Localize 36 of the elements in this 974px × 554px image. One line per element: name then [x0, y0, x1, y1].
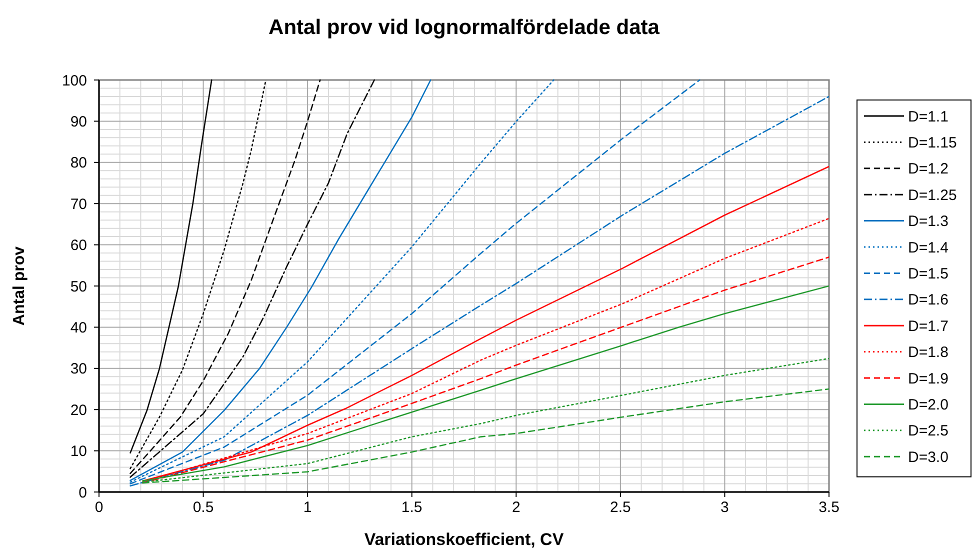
y-tick-label: 90: [70, 113, 87, 130]
x-tick-label: 1.5: [401, 499, 422, 516]
legend-label: D=2.0: [908, 396, 948, 414]
legend-label: D=1.8: [908, 344, 948, 362]
y-tick-label: 60: [70, 237, 87, 254]
x-tick-label: 1: [303, 499, 312, 516]
legend-label: D=1.2: [908, 160, 948, 178]
legend-label: D=1.9: [908, 370, 948, 388]
y-tick-label: 40: [70, 319, 87, 336]
x-tick-label: 0.5: [192, 499, 214, 516]
y-tick-label: 20: [70, 402, 87, 419]
x-tick-label: 2.5: [610, 499, 631, 516]
x-tick-label: 3.5: [818, 499, 840, 516]
y-tick-label: 30: [70, 360, 87, 378]
legend-label: D=1.25: [908, 186, 957, 204]
legend-label: D=2.5: [908, 422, 948, 440]
legend-label: D=1.3: [908, 213, 948, 230]
x-tick-label: 3: [720, 499, 729, 516]
y-tick-label: 10: [70, 443, 87, 460]
y-tick-label: 100: [62, 72, 87, 90]
y-axis-title: Antal prov: [11, 246, 28, 326]
y-tick-label: 0: [78, 484, 87, 502]
x-tick-label: 0: [94, 499, 104, 516]
x-tick-label: 2: [512, 499, 520, 516]
x-axis-title: Variationskoefficient, CV: [364, 530, 564, 549]
legend-label: D=3.0: [908, 448, 948, 466]
legend-label: D=1.1: [908, 108, 948, 126]
y-tick-label: 80: [70, 154, 87, 172]
legend-label: D=1.6: [908, 292, 948, 309]
legend-label: D=1.15: [908, 134, 957, 152]
y-tick-label: 70: [70, 196, 87, 213]
chart-title: Antal prov vid lognormalfördelade data: [268, 16, 660, 39]
legend-label: D=1.4: [908, 239, 948, 256]
y-tick-label: 50: [70, 278, 87, 296]
legend-label: D=1.5: [908, 265, 948, 282]
legend-label: D=1.7: [908, 318, 948, 335]
